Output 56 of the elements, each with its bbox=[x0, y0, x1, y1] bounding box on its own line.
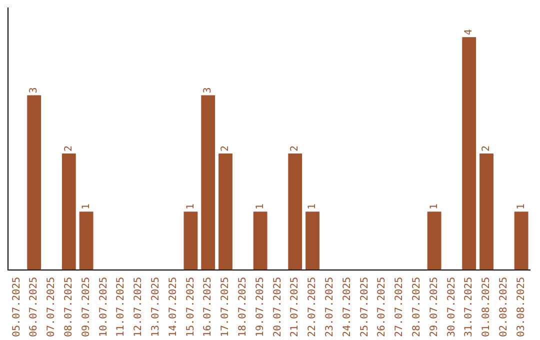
bar bbox=[27, 95, 42, 270]
x-tick-label: 10.07.2025 bbox=[98, 276, 110, 338]
bar bbox=[288, 153, 302, 270]
bar bbox=[480, 153, 494, 270]
data-label: 2 bbox=[481, 145, 492, 152]
bar bbox=[79, 212, 94, 270]
bar bbox=[253, 212, 268, 270]
bar bbox=[62, 153, 76, 270]
data-label: 1 bbox=[254, 204, 266, 210]
data-label: 2 bbox=[63, 145, 74, 152]
x-tick-label: 08.07.2025 bbox=[63, 276, 74, 338]
bar bbox=[306, 212, 320, 270]
x-tick-label: 02.08.2025 bbox=[498, 276, 510, 338]
x-tick-label: 16.07.2025 bbox=[202, 276, 214, 338]
bar bbox=[514, 212, 528, 270]
x-tick-label: 24.07.2025 bbox=[342, 276, 353, 338]
x-tick-label: 09.07.2025 bbox=[80, 276, 92, 338]
x-tick-label: 13.07.2025 bbox=[150, 276, 162, 338]
data-label: 1 bbox=[185, 204, 196, 210]
x-tick-label: 19.07.2025 bbox=[254, 276, 266, 338]
x-tick-label: 26.07.2025 bbox=[376, 276, 388, 338]
x-tick-label: 11.07.2025 bbox=[116, 276, 127, 338]
data-label: 4 bbox=[464, 29, 475, 36]
x-tick-label: 17.07.2025 bbox=[220, 276, 232, 338]
data-label: 3 bbox=[202, 87, 214, 94]
data-label: 1 bbox=[80, 204, 92, 210]
data-label: 3 bbox=[28, 87, 40, 94]
data-label: 1 bbox=[428, 204, 440, 210]
bar bbox=[427, 212, 442, 270]
data-label: 2 bbox=[290, 145, 301, 152]
x-tick-label: 22.07.2025 bbox=[307, 276, 318, 338]
x-tick-label: 27.07.2025 bbox=[394, 276, 406, 338]
bar bbox=[184, 212, 198, 270]
data-label: 1 bbox=[307, 204, 318, 210]
x-tick-label: 12.07.2025 bbox=[133, 276, 144, 338]
x-tick-label: 21.07.2025 bbox=[290, 276, 301, 338]
bar bbox=[218, 153, 232, 270]
x-tick-label: 07.07.2025 bbox=[46, 276, 58, 338]
x-tick-label: 25.07.2025 bbox=[359, 276, 370, 338]
data-label: 1 bbox=[516, 204, 527, 210]
x-tick-label: 03.08.2025 bbox=[516, 276, 527, 338]
x-tick-label: 05.07.2025 bbox=[11, 276, 22, 338]
x-tick-label: 20.07.2025 bbox=[272, 276, 284, 338]
x-tick-label: 06.07.2025 bbox=[28, 276, 40, 338]
x-tick-label: 18.07.2025 bbox=[237, 276, 248, 338]
x-tick-label: 29.07.2025 bbox=[428, 276, 440, 338]
bar bbox=[462, 37, 476, 270]
x-tick-label: 23.07.2025 bbox=[324, 276, 336, 338]
x-tick-label: 28.07.2025 bbox=[411, 276, 422, 338]
x-tick-label: 15.07.2025 bbox=[185, 276, 196, 338]
x-tick-label: 31.07.2025 bbox=[464, 276, 475, 338]
data-label: 2 bbox=[220, 145, 232, 152]
bar bbox=[201, 95, 216, 270]
x-tick-label: 14.07.2025 bbox=[168, 276, 179, 338]
x-tick-label: 01.08.2025 bbox=[481, 276, 492, 338]
x-tick-label: 30.07.2025 bbox=[446, 276, 458, 338]
